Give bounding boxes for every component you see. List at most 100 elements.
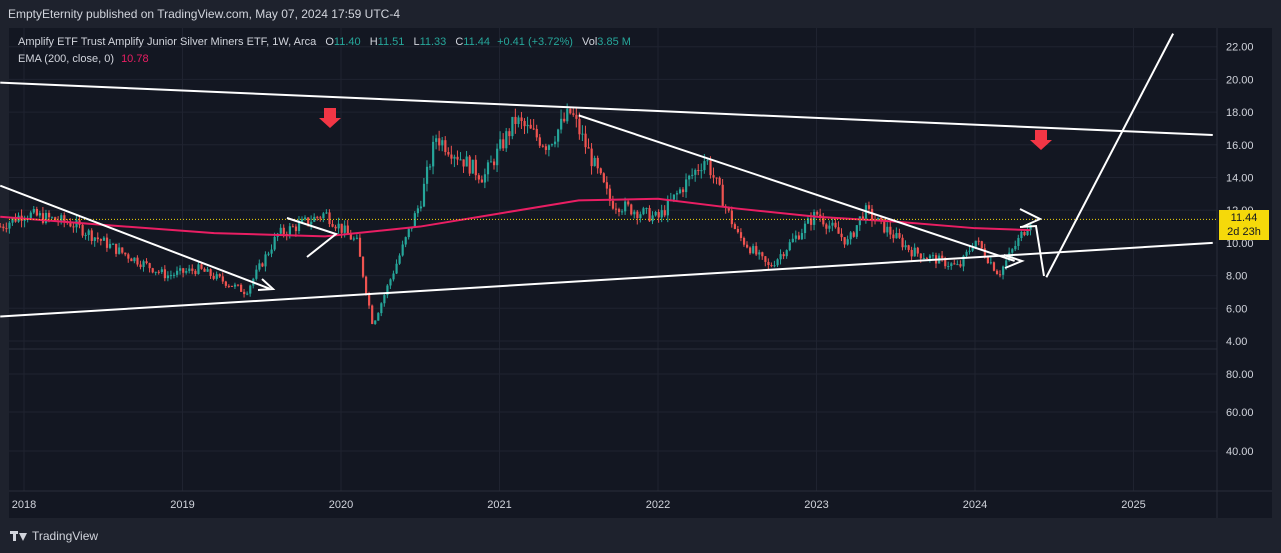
candle-body [5, 228, 8, 230]
candle-body [489, 161, 493, 163]
candle-body [72, 226, 75, 228]
price-tick-label: 16.00 [1226, 140, 1254, 152]
candle-body [218, 274, 221, 277]
bar-countdown: 2d 23h [1227, 226, 1261, 238]
candle-body [291, 226, 295, 228]
candle-body [169, 275, 173, 277]
candle-body [105, 237, 109, 248]
candle-body [956, 264, 959, 266]
candle-body [855, 225, 858, 237]
candle-body [691, 174, 694, 176]
candle-body [843, 237, 846, 245]
candle-body [99, 239, 103, 241]
candle-body [755, 246, 758, 255]
candle-body [913, 247, 916, 257]
candle-body [154, 271, 157, 273]
candle-body [816, 211, 819, 215]
candle-body [1014, 245, 1017, 250]
candle-body [361, 256, 365, 277]
candle-body [627, 201, 630, 205]
candle-body [645, 208, 648, 210]
candle-body [0, 226, 2, 228]
price-tick-label: 8.00 [1226, 271, 1247, 283]
candle-body [508, 131, 511, 137]
candle-body [267, 253, 270, 255]
candle-body [989, 262, 993, 264]
candle-body [364, 276, 368, 294]
candle-body [995, 270, 999, 275]
candle-body [526, 124, 529, 127]
candle-body [651, 215, 654, 222]
candle-body [700, 170, 703, 172]
candle-body [642, 208, 645, 215]
candle-body [486, 162, 490, 175]
candle-body [176, 270, 179, 275]
candle-body [712, 175, 715, 178]
candle-body [785, 250, 788, 257]
ema-value: 10.78 [121, 53, 149, 65]
candle-body [496, 148, 499, 166]
time-tick-label: 2022 [646, 499, 670, 511]
legend-ema-row[interactable]: EMA (200, close, 0) 10.78 [18, 51, 631, 68]
candle-body [325, 212, 328, 214]
price-tick-label: 14.00 [1226, 173, 1254, 185]
trendline [578, 114, 1015, 262]
candles [0, 103, 1032, 325]
candle-body [861, 216, 865, 219]
candle-body [611, 201, 615, 209]
candle-body [992, 262, 996, 271]
candle-body [867, 205, 871, 209]
price-tick-label: 18.00 [1226, 107, 1254, 119]
last-price-tag: 11.44 2d 23h [1219, 210, 1269, 240]
candle-body [633, 211, 636, 215]
candle-body [599, 168, 602, 174]
candle-body [115, 243, 118, 254]
price-tick-label: 20.00 [1226, 74, 1254, 86]
candle-body [389, 279, 392, 286]
trendline [1045, 33, 1175, 278]
candle-body [849, 232, 852, 240]
header: EmptyEternity published on TradingView.c… [0, 0, 1281, 28]
candle-body [764, 256, 767, 262]
candle-body [148, 263, 151, 269]
price-tick-label: 22.00 [1226, 42, 1254, 54]
candle-body [163, 269, 167, 279]
footer: TradingView [0, 519, 1281, 553]
candle-body [63, 215, 66, 222]
candle-body [319, 217, 322, 219]
candle-body [191, 268, 194, 271]
candle-body [51, 217, 54, 219]
candle-body [517, 117, 520, 124]
candle-body [675, 193, 679, 195]
close-value: 11.44 [463, 36, 491, 48]
candle-body [334, 226, 337, 229]
candle-body [621, 211, 624, 213]
candle-body [941, 255, 944, 258]
candle-body [480, 179, 484, 183]
candle-body [368, 293, 371, 306]
candle-body [261, 263, 264, 267]
candle-body [471, 159, 474, 174]
candle-body [931, 255, 935, 257]
candle-body [151, 268, 154, 273]
candle-body [593, 157, 596, 167]
candle-body [377, 313, 380, 321]
candle-body [468, 156, 471, 174]
last-price-value: 11.44 [1230, 212, 1258, 224]
candle-body [688, 175, 691, 180]
candle-body [383, 295, 386, 304]
candle-body [145, 261, 148, 264]
candle-body [288, 226, 291, 236]
grid-lines [9, 28, 1217, 491]
flag-2024 [1019, 208, 1043, 228]
candle-body [240, 284, 243, 292]
candle-body [304, 217, 307, 220]
candle-body [121, 247, 124, 253]
tradingview-logo[interactable]: TradingView [10, 529, 98, 543]
candle-body [322, 213, 325, 219]
candle-body [822, 217, 825, 225]
candle-body [203, 268, 206, 272]
candle-body [709, 160, 712, 176]
candle-body [870, 208, 874, 221]
